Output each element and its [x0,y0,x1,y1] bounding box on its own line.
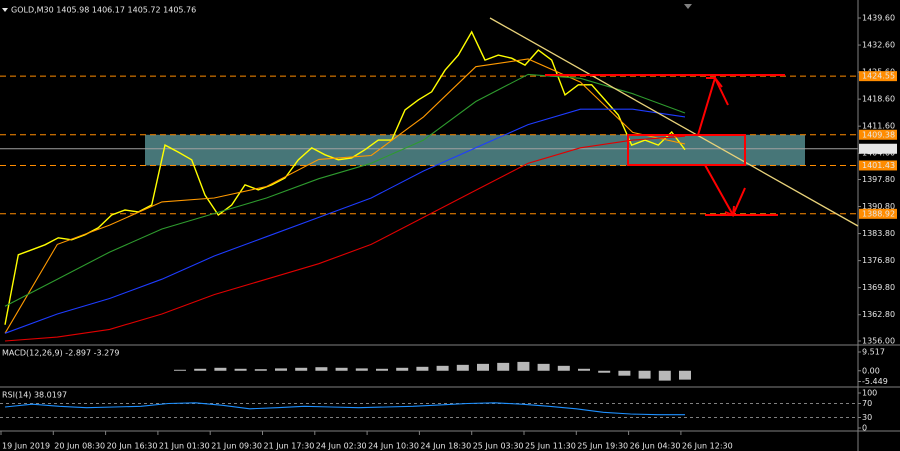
symbol-info: GOLD,M30 1405.98 1406.17 1405.72 1405.76 [11,6,196,15]
annotations [545,74,785,218]
macd-bar [194,368,207,371]
macd-bar [355,368,368,371]
macd-bar [234,368,247,371]
time-label: 21 Jun 09:30 [211,442,262,451]
top-layer: 19 Jun 2019 20 Jun 08:30 20 Jun 16:30 21 Ju… [0,14,897,451]
y-tick-label: 30 [862,413,872,422]
macd-bar [396,367,409,371]
indicator-line [4,108,686,334]
macd-bar [537,363,550,371]
macd-bar [214,367,227,371]
time-label: 21 Jun 01:30 [159,442,210,451]
annotation-arrowhead [706,77,723,88]
macd-bar [295,367,308,371]
time-label: 21 Jun 17:30 [264,442,315,451]
level-tag [859,208,897,219]
time-label: 26 Jun 04:30 [630,442,681,451]
annotation-box [627,134,746,166]
macd-bar [416,366,429,371]
level-tag [859,160,897,171]
trendline [489,17,859,227]
macd-bar [638,370,651,379]
macd-bar [557,365,570,371]
macd-bar [658,370,671,381]
time-label: 20 Jun 08:30 [54,442,105,451]
macd-bar [618,370,631,376]
y-tick-label: 1418.60 [862,95,895,104]
time-label: 20 Jun 16:30 [107,442,158,451]
macd-bar [578,368,590,371]
y-tick-label: 1390.80 [862,202,895,211]
zone-layer [0,75,858,215]
y-tick-label: 1362.80 [862,310,895,319]
level-tag [859,71,897,82]
time-label: 25 Jun 19:30 [577,442,628,451]
macd-bar [497,362,510,371]
indicator-line [4,73,686,307]
y-tick-label: 1411.60 [862,122,895,131]
main-layer [0,30,858,418]
time-label: 26 Jun 12:30 [682,442,733,451]
current-price-label: 1405.76 [862,144,895,153]
time-label: 19 Jun 2019 [2,442,50,451]
y-tick-label: -5.449 [862,377,888,386]
y-tick-label: 1397.80 [862,175,895,184]
macd-bar [335,367,348,371]
menu-triangle [2,8,8,12]
y-tick-label: 0.00 [862,366,880,375]
macd-bar [477,363,489,371]
y-tick-label: 1369.80 [862,283,895,292]
price-line [4,30,686,325]
macd-bar [275,368,287,371]
y-tick-label: 1383.80 [862,229,895,238]
y-tick-label: 1432.60 [862,41,895,50]
y-tick-label: 70 [862,399,872,408]
macd-title: MACD(12,26,9) -2.897 -3.279 [2,349,119,358]
macd-bar [456,364,469,371]
time-label: 25 Jun 03:30 [473,442,524,451]
level-tag [859,129,897,140]
macd-bar [174,369,186,371]
annotation-arrowhead [724,205,735,217]
indicator-line [4,58,686,334]
y-tick-label: 0 [862,424,867,433]
rsi-title: RSI(14) 38.0197 [2,391,67,400]
level-label: 1388.92 [862,209,895,218]
macd-bar [436,365,449,371]
time-label: 24 Jun 02:30 [316,442,367,451]
macd-bar [254,369,267,371]
indicator-line [4,402,685,416]
macd-bar [517,361,530,371]
y-tick-label: 9.517 [862,348,885,357]
y-tick-label: 100 [862,389,877,398]
indicator-line [4,135,686,342]
y-tick-label: 1356.00 [862,337,895,346]
level-label: 1401.43 [862,161,895,170]
current-price-tag [859,143,897,154]
level-label: 1424.55 [862,72,895,81]
y-tick-label: 1376.80 [862,256,895,265]
scroll-marker [684,4,692,9]
macd-bar [376,368,388,371]
y-tick-label: 1439.60 [862,14,895,23]
level-label: 1409.38 [862,130,895,139]
macd-bar [679,370,691,380]
time-label: 24 Jun 18:30 [420,442,471,451]
time-label: 24 Jun 10:30 [368,442,419,451]
support-resistance-zone [145,134,805,166]
macd-bar [598,370,611,373]
time-label: 25 Jun 11:30 [525,442,576,451]
macd-bar [315,367,328,371]
